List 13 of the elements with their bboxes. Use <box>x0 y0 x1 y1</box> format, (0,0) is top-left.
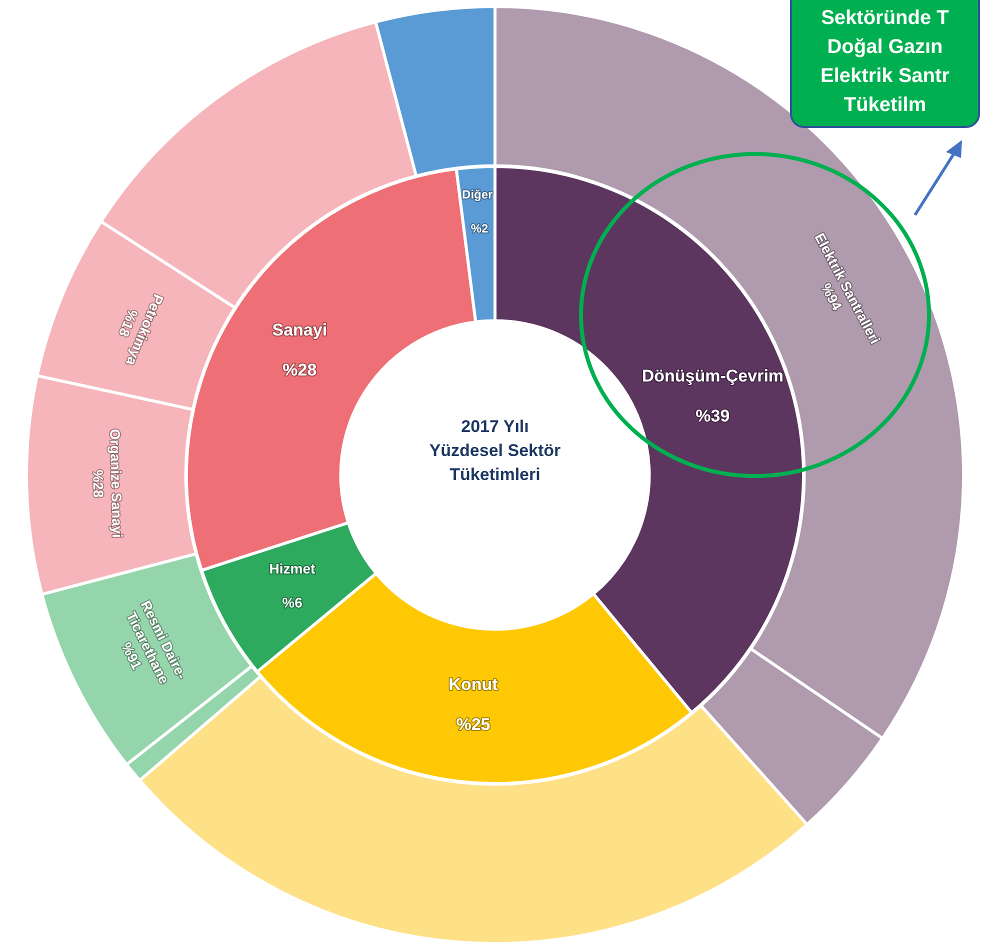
data-label: %25 <box>456 715 490 734</box>
slice-label: Sanayi <box>272 320 328 340</box>
slice-label: Diğer <box>462 187 494 202</box>
slice-label: Konut <box>448 675 498 694</box>
slice-label: Hizmet <box>269 560 316 576</box>
data-label: %39 <box>696 406 730 426</box>
data-label: %2 <box>470 221 489 236</box>
text: Sektöründe T Doğal Gazın Elektrik Santr Tüketilm <box>790 0 980 128</box>
slice-label: Organize Sanayi %28 <box>90 428 126 538</box>
data-label: %6 <box>282 594 303 610</box>
data-label: %28 <box>282 360 317 380</box>
slice-label: Dönüşüm-Çevrim <box>642 366 784 386</box>
text: 2017 Yılı Yüzdesel Sektör Tüketimleri <box>428 416 562 486</box>
